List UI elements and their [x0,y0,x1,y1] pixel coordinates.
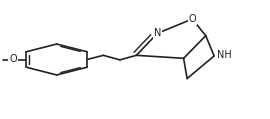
Text: N: N [154,28,161,38]
Text: NH: NH [217,50,232,60]
Text: O: O [188,14,196,24]
Text: O: O [9,55,17,64]
